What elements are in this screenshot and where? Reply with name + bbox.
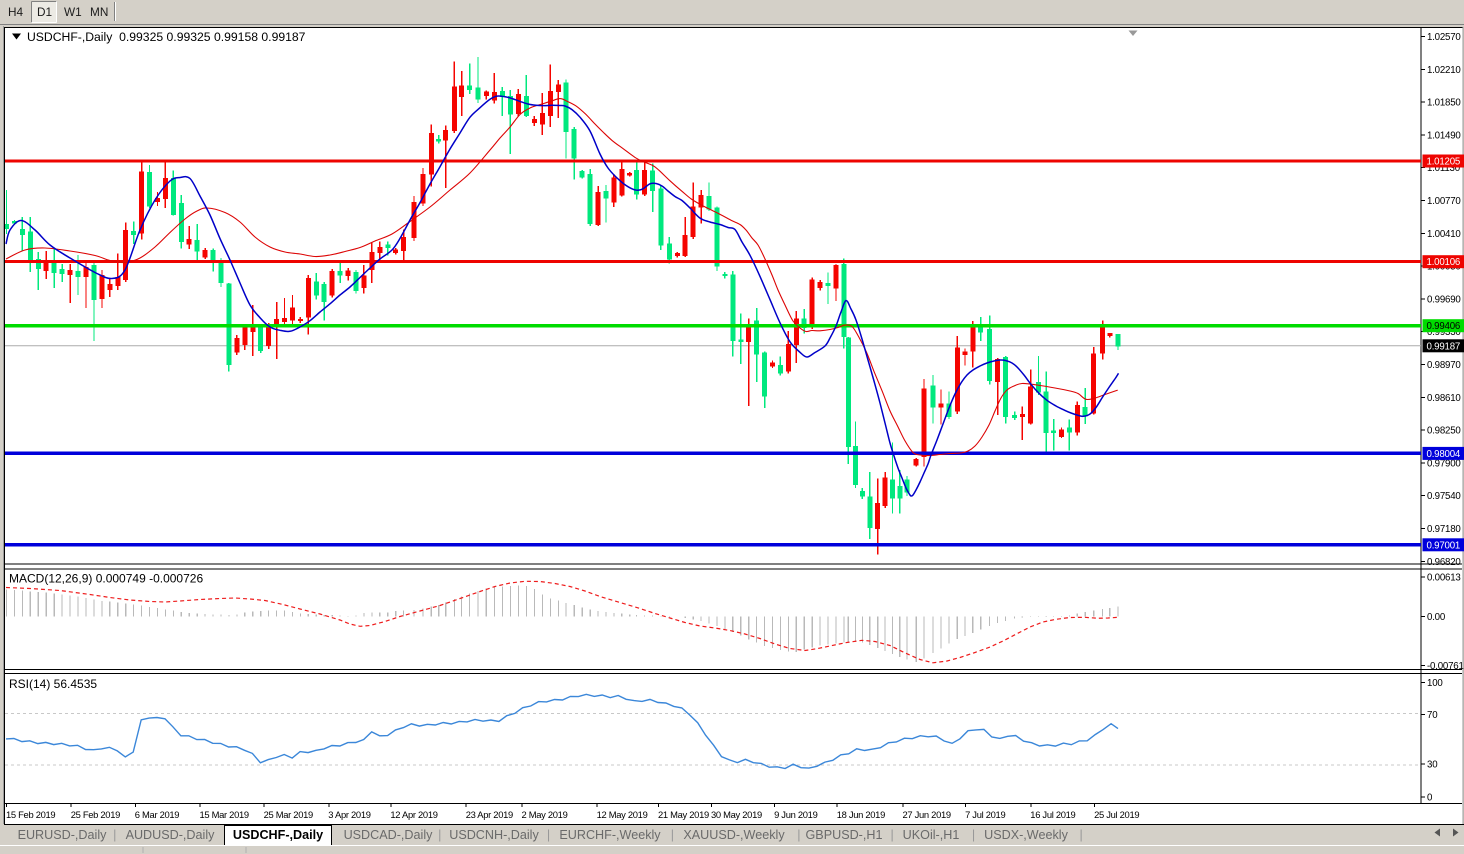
svg-text:1.00770: 1.00770 (1427, 196, 1461, 207)
svg-text:0.98610: 0.98610 (1427, 393, 1461, 404)
svg-text:25 Feb 2019: 25 Feb 2019 (71, 809, 120, 820)
svg-text:0.98004: 0.98004 (1427, 449, 1461, 460)
svg-text:1.02570: 1.02570 (1427, 32, 1461, 43)
svg-text:USDCHF-,Daily: USDCHF-,Daily (233, 828, 323, 842)
svg-text:27 Jun 2019: 27 Jun 2019 (903, 809, 951, 820)
svg-text:12 May 2019: 12 May 2019 (597, 809, 648, 820)
svg-text:USDX-,Weekly: USDX-,Weekly (984, 828, 1068, 842)
svg-text:0.97180: 0.97180 (1427, 524, 1461, 535)
svg-text:6 Mar 2019: 6 Mar 2019 (135, 809, 180, 820)
svg-text:XAUUSD-,Weekly: XAUUSD-,Weekly (683, 828, 785, 842)
svg-text:|: | (972, 828, 975, 842)
svg-text:1.02210: 1.02210 (1427, 65, 1461, 76)
svg-text:0.97900: 0.97900 (1427, 458, 1461, 469)
svg-text:12 Apr 2019: 12 Apr 2019 (390, 809, 437, 820)
svg-text:21 May 2019: 21 May 2019 (658, 809, 709, 820)
svg-text:0.98250: 0.98250 (1427, 426, 1461, 437)
svg-text:H4: H4 (8, 5, 24, 19)
svg-text:|: | (547, 828, 550, 842)
svg-text:0.96820: 0.96820 (1427, 557, 1461, 568)
svg-text:1.00410: 1.00410 (1427, 229, 1461, 240)
svg-text:100: 100 (1427, 678, 1443, 689)
svg-text:W1: W1 (64, 5, 82, 19)
svg-text:0.99187: 0.99187 (1427, 341, 1461, 352)
svg-text:|: | (891, 828, 894, 842)
svg-text:3 Apr 2019: 3 Apr 2019 (328, 809, 370, 820)
svg-text:30 May 2019: 30 May 2019 (711, 809, 762, 820)
svg-text:1.01850: 1.01850 (1427, 98, 1461, 109)
svg-text:USDCHF-,Daily 0.99325 0.99325: USDCHF-,Daily 0.99325 0.99325 0.99158 0.… (27, 30, 306, 44)
svg-text:2 May 2019: 2 May 2019 (522, 809, 568, 820)
svg-text:0: 0 (1427, 793, 1433, 804)
svg-text:15 Mar 2019: 15 Mar 2019 (200, 809, 249, 820)
svg-text:0.99690: 0.99690 (1427, 294, 1461, 305)
svg-text:0.00613: 0.00613 (1427, 573, 1461, 584)
svg-text:0.00: 0.00 (1427, 612, 1446, 623)
svg-text:25 Jul 2019: 25 Jul 2019 (1094, 809, 1139, 820)
svg-text:|: | (113, 828, 116, 842)
svg-text:USDCNH-,Daily: USDCNH-,Daily (449, 828, 539, 842)
svg-text:1.00106: 1.00106 (1427, 257, 1461, 268)
svg-text:30: 30 (1427, 760, 1438, 771)
svg-text:16 Jul 2019: 16 Jul 2019 (1030, 809, 1075, 820)
svg-text:EURUSD-,Daily: EURUSD-,Daily (18, 828, 108, 842)
svg-text:AUDUSD-,Daily: AUDUSD-,Daily (126, 828, 216, 842)
svg-text:USDCAD-,Daily: USDCAD-,Daily (344, 828, 434, 842)
svg-text:MACD(12,26,9) 0.000749 -0.0007: MACD(12,26,9) 0.000749 -0.000726 (9, 572, 203, 586)
svg-text:25 Mar 2019: 25 Mar 2019 (264, 809, 313, 820)
svg-text:7 Jul 2019: 7 Jul 2019 (965, 809, 1005, 820)
svg-text:MN: MN (90, 5, 108, 19)
svg-text:70: 70 (1427, 710, 1438, 721)
svg-text:1.01130: 1.01130 (1427, 163, 1461, 174)
svg-text:18 Jun 2019: 18 Jun 2019 (837, 809, 885, 820)
svg-text:0.97540: 0.97540 (1427, 491, 1461, 502)
svg-text:GBPUSD-,H1: GBPUSD-,H1 (806, 828, 883, 842)
svg-text:|: | (671, 828, 674, 842)
svg-text:1.01205: 1.01205 (1427, 157, 1461, 168)
svg-text:23 Apr 2019: 23 Apr 2019 (466, 809, 513, 820)
svg-text:|: | (438, 828, 441, 842)
svg-text:15 Feb 2019: 15 Feb 2019 (6, 809, 55, 820)
svg-text:RSI(14) 56.4535: RSI(14) 56.4535 (9, 677, 97, 691)
svg-text:D1: D1 (37, 5, 52, 19)
svg-text:0.99406: 0.99406 (1427, 321, 1461, 332)
svg-text:0.99330: 0.99330 (1427, 327, 1461, 338)
svg-text:EURCHF-,Weekly: EURCHF-,Weekly (559, 828, 661, 842)
svg-text:UKOil-,H1: UKOil-,H1 (903, 828, 960, 842)
svg-text:1.01490: 1.01490 (1427, 130, 1461, 141)
svg-text:-0.007612: -0.007612 (1427, 661, 1464, 672)
svg-text:0.97001: 0.97001 (1427, 540, 1461, 551)
svg-text:|: | (1079, 828, 1082, 842)
svg-text:0.98970: 0.98970 (1427, 360, 1461, 371)
svg-text:9 Jun 2019: 9 Jun 2019 (774, 809, 817, 820)
svg-text:|: | (797, 828, 800, 842)
